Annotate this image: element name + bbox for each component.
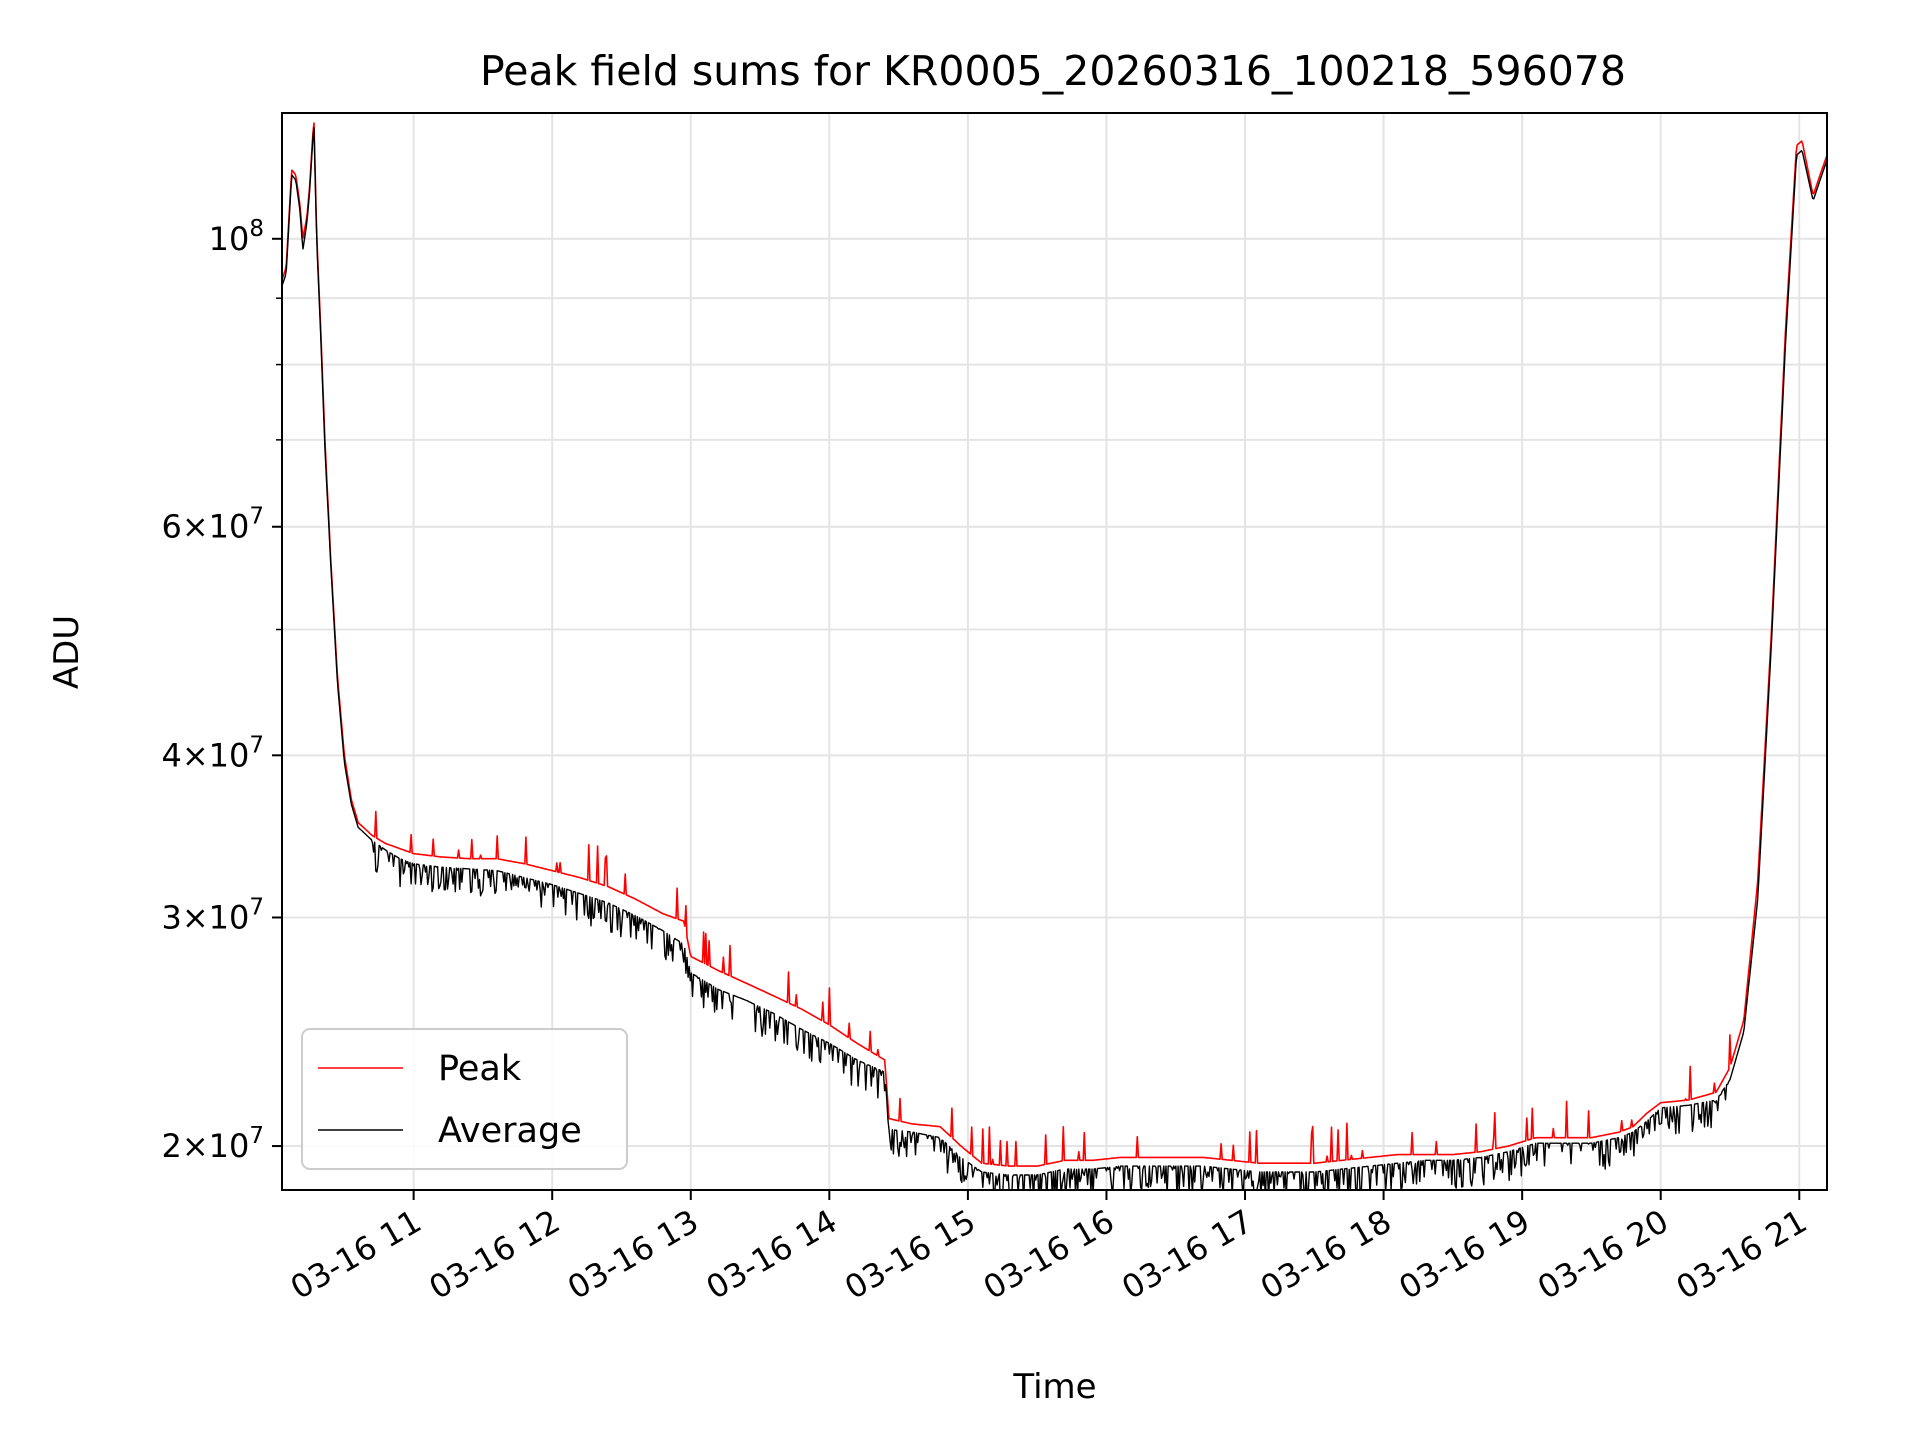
plot-area-frame xyxy=(281,112,1828,1191)
x-axis-label: Time xyxy=(1012,1367,1096,1407)
series-line-peak xyxy=(282,122,1827,1167)
y-tick-label: 4×107 xyxy=(161,732,264,774)
legend-box xyxy=(301,1028,628,1170)
legend-label-average: Average xyxy=(438,1111,582,1151)
y-tick-label: 6×107 xyxy=(161,504,264,546)
series-line-average xyxy=(282,126,1827,1190)
chart-title: Peak field sums for KR0005_20260316_1002… xyxy=(480,47,1626,95)
legend: Peak Average xyxy=(301,1028,628,1170)
series-layer xyxy=(282,122,1827,1190)
grid xyxy=(282,113,1827,1190)
y-axis: 108 6×107 4×107 3×107 2×107 xyxy=(161,216,282,1165)
y-tick-label: 108 xyxy=(209,216,264,258)
y-tick-label: 3×107 xyxy=(161,894,264,936)
y-tick-label: 2×107 xyxy=(161,1123,264,1165)
legend-label-peak: Peak xyxy=(438,1049,522,1089)
y-axis-label: ADU xyxy=(47,615,87,689)
